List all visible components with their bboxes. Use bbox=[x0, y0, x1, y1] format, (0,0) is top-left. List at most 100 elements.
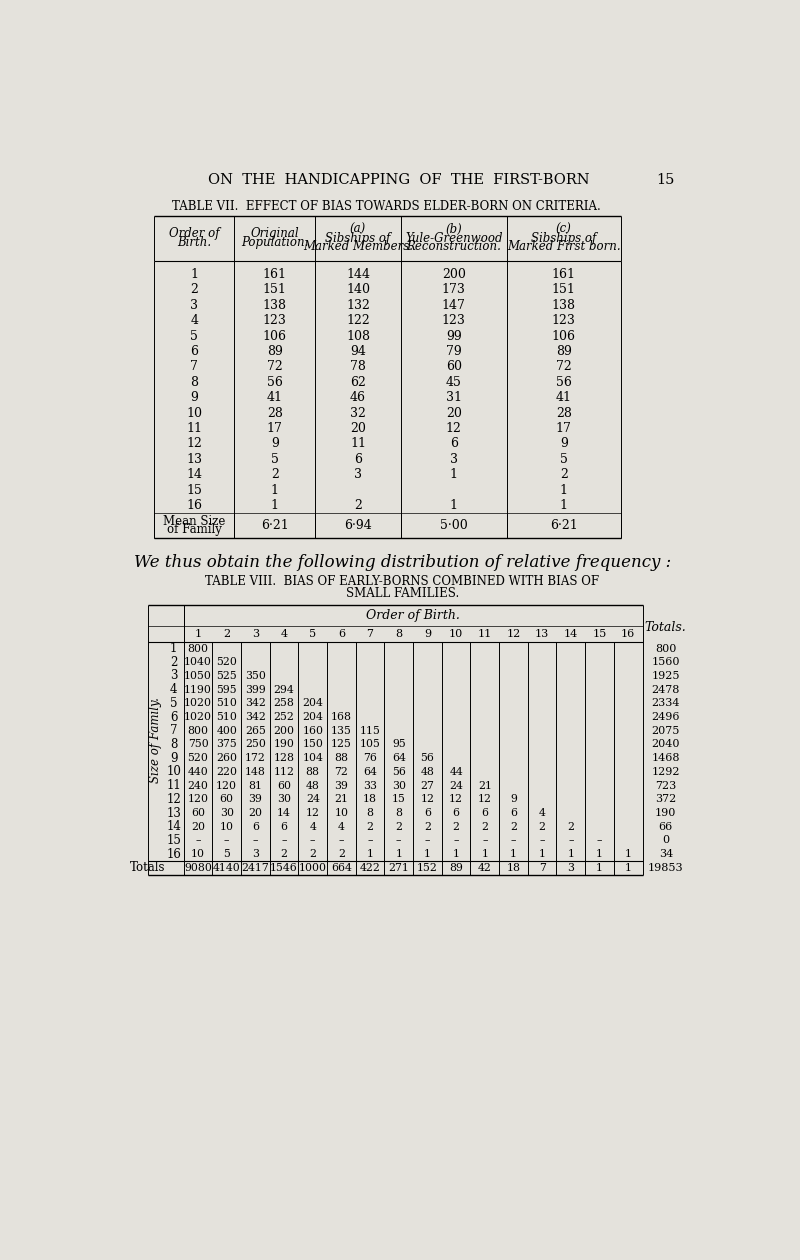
Text: 1: 1 bbox=[538, 849, 546, 859]
Text: 120: 120 bbox=[216, 781, 238, 790]
Text: Sibships of: Sibships of bbox=[531, 232, 597, 244]
Text: 31: 31 bbox=[446, 391, 462, 404]
Text: 8: 8 bbox=[190, 375, 198, 388]
Text: Birth.: Birth. bbox=[177, 236, 211, 249]
Text: 123: 123 bbox=[552, 314, 576, 328]
Text: Size of Family.: Size of Family. bbox=[150, 697, 162, 782]
Text: 5: 5 bbox=[309, 629, 316, 639]
Text: 125: 125 bbox=[331, 740, 352, 750]
Text: 2: 2 bbox=[310, 849, 316, 859]
Text: –: – bbox=[310, 835, 315, 845]
Text: 11: 11 bbox=[350, 437, 366, 450]
Text: 9: 9 bbox=[271, 437, 278, 450]
Text: 1050: 1050 bbox=[184, 672, 212, 680]
Text: Order of Birth.: Order of Birth. bbox=[366, 609, 460, 622]
Text: 62: 62 bbox=[350, 375, 366, 388]
Text: 1190: 1190 bbox=[184, 684, 212, 694]
Text: 204: 204 bbox=[302, 712, 323, 722]
Text: 510: 510 bbox=[216, 698, 237, 708]
Text: –: – bbox=[224, 835, 230, 845]
Text: 15: 15 bbox=[592, 629, 606, 639]
Text: 20: 20 bbox=[248, 808, 262, 818]
Text: 1020: 1020 bbox=[184, 712, 212, 722]
Text: 56: 56 bbox=[267, 375, 282, 388]
Text: 4: 4 bbox=[190, 314, 198, 328]
Text: 34: 34 bbox=[658, 849, 673, 859]
Text: 81: 81 bbox=[248, 781, 262, 790]
Text: 2417: 2417 bbox=[242, 863, 270, 873]
Text: 5: 5 bbox=[170, 697, 178, 709]
Text: 1000: 1000 bbox=[298, 863, 326, 873]
Text: 6·21: 6·21 bbox=[261, 519, 289, 532]
Text: 12: 12 bbox=[446, 422, 462, 435]
Text: 28: 28 bbox=[556, 407, 572, 420]
Text: 2: 2 bbox=[271, 469, 278, 481]
Text: 15: 15 bbox=[392, 794, 406, 804]
Text: 168: 168 bbox=[331, 712, 352, 722]
Text: 7: 7 bbox=[190, 360, 198, 373]
Text: 21: 21 bbox=[334, 794, 349, 804]
Text: 160: 160 bbox=[302, 726, 323, 736]
Text: 138: 138 bbox=[552, 299, 576, 311]
Text: 150: 150 bbox=[302, 740, 323, 750]
Text: 1546: 1546 bbox=[270, 863, 298, 873]
Text: 9: 9 bbox=[424, 629, 431, 639]
Text: 10: 10 bbox=[166, 765, 181, 779]
Text: 151: 151 bbox=[263, 284, 286, 296]
Text: 20: 20 bbox=[446, 407, 462, 420]
Text: 252: 252 bbox=[274, 712, 294, 722]
Text: 1: 1 bbox=[424, 849, 431, 859]
Text: 1: 1 bbox=[395, 849, 402, 859]
Text: 13: 13 bbox=[166, 806, 181, 819]
Text: 2496: 2496 bbox=[651, 712, 680, 722]
Text: 4: 4 bbox=[310, 822, 316, 832]
Text: 12: 12 bbox=[506, 629, 521, 639]
Text: 520: 520 bbox=[216, 658, 237, 668]
Text: 8: 8 bbox=[395, 629, 402, 639]
Text: 6: 6 bbox=[453, 808, 460, 818]
Text: 89: 89 bbox=[556, 345, 572, 358]
Text: 30: 30 bbox=[392, 781, 406, 790]
Text: 350: 350 bbox=[245, 672, 266, 680]
Text: 44: 44 bbox=[450, 767, 463, 777]
Text: Original: Original bbox=[250, 228, 299, 241]
Text: 12: 12 bbox=[186, 437, 202, 450]
Text: 33: 33 bbox=[363, 781, 377, 790]
Text: 27: 27 bbox=[421, 781, 434, 790]
Text: 17: 17 bbox=[267, 422, 282, 435]
Text: 258: 258 bbox=[274, 698, 294, 708]
Text: –: – bbox=[425, 835, 430, 845]
Text: 41: 41 bbox=[556, 391, 572, 404]
Text: 0: 0 bbox=[662, 835, 670, 845]
Text: 30: 30 bbox=[220, 808, 234, 818]
Text: 595: 595 bbox=[216, 684, 237, 694]
Text: 3: 3 bbox=[170, 669, 178, 683]
Text: 200: 200 bbox=[274, 726, 294, 736]
Text: –: – bbox=[367, 835, 373, 845]
Text: 95: 95 bbox=[392, 740, 406, 750]
Text: 8: 8 bbox=[170, 738, 178, 751]
Text: Sibships of: Sibships of bbox=[326, 232, 390, 244]
Text: 10: 10 bbox=[220, 822, 234, 832]
Text: 1: 1 bbox=[366, 849, 374, 859]
Text: 78: 78 bbox=[350, 360, 366, 373]
Text: 190: 190 bbox=[655, 808, 677, 818]
Text: 240: 240 bbox=[188, 781, 209, 790]
Text: 1292: 1292 bbox=[651, 767, 680, 777]
Text: 56: 56 bbox=[421, 753, 434, 764]
Text: (a): (a) bbox=[350, 223, 366, 236]
Text: 56: 56 bbox=[556, 375, 572, 388]
Text: 24: 24 bbox=[306, 794, 320, 804]
Text: 7: 7 bbox=[170, 724, 178, 737]
Text: 6: 6 bbox=[482, 808, 488, 818]
Text: 6·94: 6·94 bbox=[344, 519, 372, 532]
Text: 2040: 2040 bbox=[651, 740, 680, 750]
Text: 60: 60 bbox=[277, 781, 291, 790]
Text: 3: 3 bbox=[354, 469, 362, 481]
Text: 1: 1 bbox=[194, 629, 202, 639]
Text: 6: 6 bbox=[170, 711, 178, 723]
Text: 76: 76 bbox=[363, 753, 377, 764]
Text: 16: 16 bbox=[186, 499, 202, 512]
Text: 5: 5 bbox=[190, 330, 198, 343]
Text: –: – bbox=[510, 835, 516, 845]
